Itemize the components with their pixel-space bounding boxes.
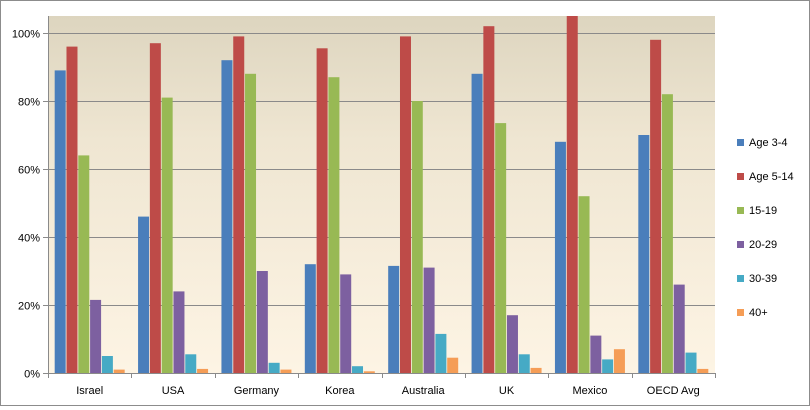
bar: [506, 315, 518, 373]
bar: [638, 135, 650, 373]
bar: [197, 368, 209, 373]
bar: [161, 97, 173, 373]
legend-swatch: [737, 207, 744, 214]
bar: [661, 94, 673, 373]
bar: [352, 366, 364, 373]
y-tick-label: 0%: [24, 369, 40, 381]
bar: [602, 359, 614, 373]
bar: [530, 367, 542, 373]
legend-swatch: [737, 139, 744, 146]
bar: [435, 333, 447, 373]
legend-label: Age 5-14: [749, 171, 794, 183]
y-tick-label: 100%: [12, 29, 40, 41]
bar: [268, 362, 280, 373]
y-axis-tick-labels: 0% 20% 40% 60% 80% 100%: [12, 29, 40, 381]
x-axis-tick-labels: Israel USA Germany Korea Australia UK Mexico OE…: [76, 385, 700, 397]
x-tick-label: Korea: [325, 385, 355, 397]
bar: [483, 26, 495, 373]
x-tick-label: Australia: [402, 385, 446, 397]
bar: [495, 123, 507, 373]
x-tick-label: Mexico: [573, 385, 608, 397]
bar: [363, 371, 375, 373]
bar: [340, 274, 352, 373]
bar: [471, 73, 483, 374]
y-tick-label: 40%: [18, 233, 40, 245]
bar: [590, 335, 602, 373]
bar: [554, 141, 566, 373]
bar: [221, 60, 233, 373]
bar: [673, 284, 685, 373]
x-tick-label: OECD Avg: [647, 385, 700, 397]
x-tick-label: USA: [162, 385, 185, 397]
legend-swatch: [737, 241, 744, 248]
bar: [518, 354, 530, 373]
bar: [138, 216, 150, 373]
legend-label: 30-39: [749, 273, 777, 285]
bar: [101, 356, 113, 373]
bar: [245, 73, 257, 374]
bar: [233, 36, 245, 374]
bar-series-1: [66, 16, 662, 374]
bar: [697, 368, 709, 373]
bar: [185, 354, 197, 373]
bar: [613, 349, 625, 373]
bar: [316, 48, 328, 374]
bar: [566, 16, 578, 373]
legend-label: 40+: [749, 307, 768, 319]
y-tick-label: 60%: [18, 165, 40, 177]
bar: [78, 155, 90, 373]
bars: [54, 16, 709, 374]
bar: [650, 39, 662, 374]
x-tick-label: Israel: [76, 385, 103, 397]
legend-swatch: [737, 309, 744, 316]
bar: [685, 352, 697, 373]
bar: [411, 101, 423, 373]
bar-series-4: [101, 333, 697, 373]
legend: Age 3-4 Age 5-14 15-19 20-29 30-39 40+: [737, 137, 794, 319]
bar: [66, 46, 78, 373]
legend-swatch: [737, 173, 744, 180]
bar: [280, 369, 292, 373]
bar: [399, 36, 411, 374]
bar: [54, 70, 66, 374]
bar-series-3: [90, 267, 685, 373]
x-tick-label: Germany: [234, 385, 280, 397]
bar: [578, 196, 590, 373]
bar-series-0: [54, 60, 650, 374]
bar: [423, 267, 435, 373]
axes: [48, 16, 716, 378]
bar: [256, 271, 268, 373]
bar: [388, 265, 400, 373]
bar: [328, 77, 340, 373]
legend-swatch: [737, 275, 744, 282]
bar-series-5: [113, 349, 709, 373]
x-tick-label: UK: [499, 385, 515, 397]
y-tick-label: 80%: [18, 97, 40, 109]
legend-label: Age 3-4: [749, 137, 788, 149]
bar: [173, 291, 185, 373]
bar: [447, 357, 459, 373]
bar: [149, 43, 161, 373]
bar: [90, 299, 102, 373]
y-tick-label: 20%: [18, 301, 40, 313]
legend-label: 15-19: [749, 205, 777, 217]
legend-label: 20-29: [749, 239, 777, 251]
bar: [304, 264, 316, 373]
bar-series-2: [78, 73, 673, 374]
bar: [113, 369, 125, 373]
